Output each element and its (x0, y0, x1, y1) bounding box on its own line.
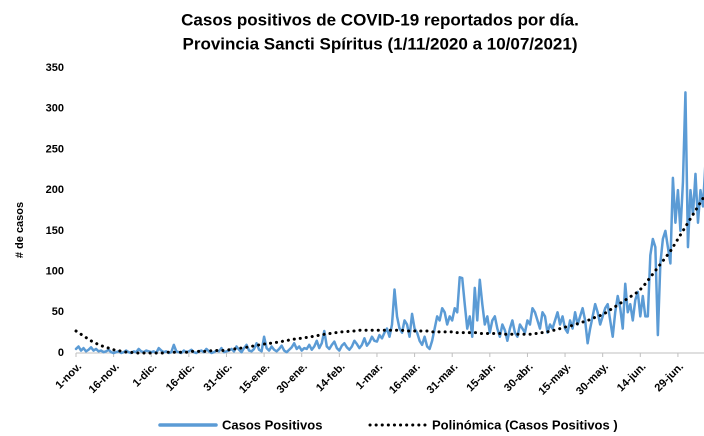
legend-label: Casos Positivos (222, 417, 322, 432)
y-axis-label: # de casos (14, 202, 26, 258)
y-tick-label: 300 (46, 103, 64, 115)
y-tick-label: 350 (46, 62, 64, 74)
x-tick-label: 16-mar. (387, 361, 423, 397)
x-tick-label: 31-mar. (425, 361, 461, 397)
x-tick-label: 15-abr. (464, 361, 498, 395)
legend-label: Polinómica (Casos Positivos ) (432, 417, 618, 432)
chart-title: Casos positivos de COVID-19 reportados p… (181, 10, 579, 29)
x-tick-label: 30-ene. (275, 361, 310, 396)
x-tick-label: 1-dic. (131, 361, 160, 390)
y-tick-label: 0 (58, 347, 64, 359)
x-tick-label: 1-mar. (354, 361, 385, 392)
x-tick-label: 15-may. (536, 361, 573, 398)
y-tick-label: 100 (46, 265, 64, 277)
series-line (74, 91, 704, 355)
x-tick-label: 31-dic. (202, 361, 235, 394)
chart-title: Provincia Sancti Spíritus (1/11/2020 a 1… (182, 34, 577, 53)
y-tick-label: 200 (46, 184, 64, 196)
x-tick-label: 14-jun. (615, 361, 649, 395)
x-tick-label: 30-abr. (502, 361, 536, 395)
y-tick-label: 50 (52, 306, 64, 318)
x-tick-label: 16-nov. (87, 361, 122, 396)
x-tick-label: 16-dic. (164, 361, 197, 394)
x-tick-label: 1-nov. (53, 361, 84, 392)
x-tick-label: 29-jun. (653, 361, 687, 395)
y-tick-label: 150 (46, 225, 64, 237)
x-tick-label: 15-ene. (237, 361, 272, 396)
x-tick-label: 14-feb. (314, 361, 348, 395)
x-tick-label: 30-may. (574, 361, 611, 398)
trend-line (74, 193, 704, 355)
y-tick-label: 250 (46, 143, 64, 155)
